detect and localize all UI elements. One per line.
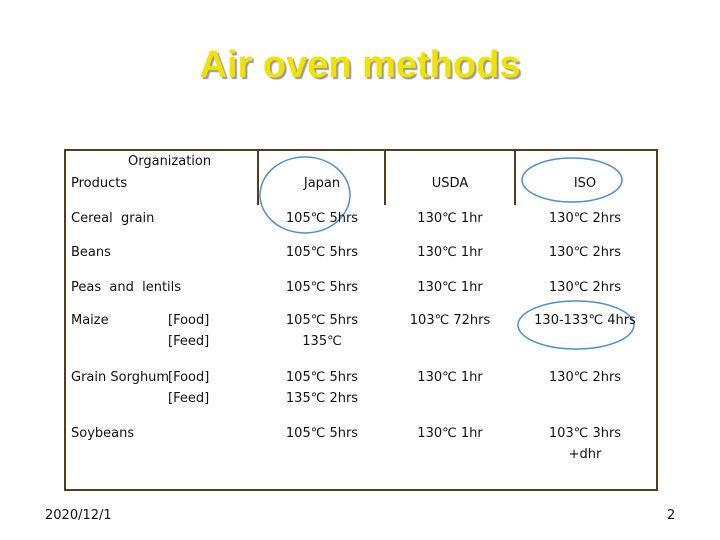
table-cell: 130℃ 2hrs [548, 370, 622, 385]
header-organization: Organization [128, 154, 212, 169]
highlight-circle [517, 300, 635, 350]
table-cell: 105℃ 5hrs [285, 426, 359, 441]
table-cell: 130℃ 2hrs [548, 280, 622, 295]
table-cell: 130℃ 1hr [417, 245, 483, 260]
product-name: Maize [71, 313, 109, 328]
table-cell: 130℃ 1hr [417, 280, 483, 295]
product-variant: [Food] [168, 370, 210, 385]
table-cell: 105℃ 5hrs [285, 211, 359, 226]
table-cell: 130℃ 2hrs [548, 211, 622, 226]
product-variant: [Feed] [168, 334, 210, 349]
table-cell: +dhr [568, 447, 602, 462]
table-cell: 130-133℃ 4hrs [534, 313, 636, 328]
column-header: ISO [573, 176, 597, 191]
highlight-circle [259, 156, 351, 234]
footer-date: 2020/12/1 [45, 508, 112, 523]
table-cell: 130℃ 1hr [417, 211, 483, 226]
product-name: Cereal grain [71, 211, 155, 226]
table-cell: 130℃ 1hr [417, 426, 483, 441]
table-cell: 103℃ 72hrs [409, 313, 491, 328]
product-variant: [Food] [168, 313, 210, 328]
column-header: USDA [431, 176, 469, 191]
table-cell: 105℃ 5hrs [285, 280, 359, 295]
table-cell: 105℃ 5hrs [285, 370, 359, 385]
table-cell: 105℃ 5hrs [285, 313, 359, 328]
header-products: Products [71, 176, 128, 191]
table-cell: 130℃ 2hrs [548, 245, 622, 260]
table-cell: 135℃ [302, 334, 342, 349]
table-cell: 135℃ 2hrs [285, 391, 359, 406]
table-cell: 105℃ 5hrs [285, 245, 359, 260]
product-name: Grain Sorghum [71, 370, 170, 385]
highlight-circle [521, 157, 623, 203]
product-name: Soybeans [71, 426, 135, 441]
product-name: Beans [71, 245, 111, 260]
page-number: 2 [667, 508, 676, 523]
table-border [64, 149, 658, 491]
slide-title: Air oven methods [199, 44, 521, 86]
product-variant: [Feed] [168, 391, 210, 406]
table-cell: 130℃ 1hr [417, 370, 483, 385]
table-cell: 103℃ 3hrs [548, 426, 622, 441]
product-name: Peas and lentils [71, 280, 182, 295]
column-header: Japan [303, 176, 341, 191]
